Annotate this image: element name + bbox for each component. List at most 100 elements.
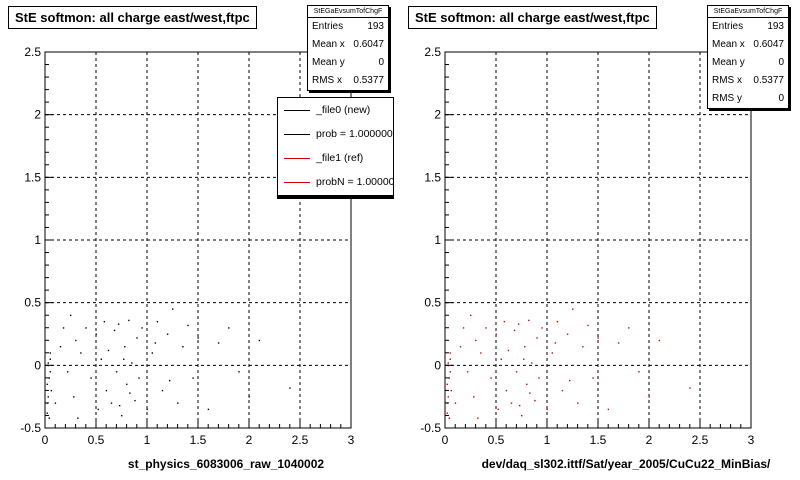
data-point — [517, 323, 520, 325]
data-point — [454, 402, 457, 404]
data-point — [123, 358, 125, 360]
right-stats-row: RMS x 0.5377 — [708, 72, 788, 90]
stats-value: 0.6047 — [353, 39, 384, 50]
y-tick-label: 2 — [434, 108, 441, 122]
data-point — [46, 383, 48, 386]
data-point — [462, 327, 465, 329]
left-stats-box: StEGaEvsumTofChgF Entries 193 Mean x 0.6… — [307, 5, 389, 91]
data-point — [77, 417, 79, 419]
x-tick-label: 1.5 — [590, 433, 607, 447]
x-tick-label: 1.5 — [190, 433, 207, 447]
data-point — [505, 389, 508, 392]
stats-label: RMS x — [312, 75, 342, 86]
data-point — [510, 402, 513, 404]
stats-value: 0.5377 — [753, 75, 784, 86]
stats-value: 0.6047 — [753, 39, 784, 50]
x-axis-label: dev/daq_sl302.ittf/Sat/year_2005/CuCu22_… — [482, 457, 771, 471]
legend-line-black — [284, 133, 310, 135]
data-point — [97, 408, 99, 411]
data-point — [534, 399, 536, 402]
y-tick-label: 0 — [34, 358, 41, 372]
data-point — [85, 327, 87, 329]
legend-line-red — [284, 181, 310, 183]
data-point — [582, 346, 584, 348]
y-tick-label: 2.5 — [424, 45, 441, 59]
legend-label: prob = 1.000000 — [316, 128, 393, 140]
data-point — [497, 408, 499, 411]
data-point — [289, 387, 291, 389]
right-panel-title: StE softmon: all charge east/west,ftpc — [408, 6, 657, 29]
data-point — [447, 362, 449, 364]
data-point — [248, 396, 250, 398]
data-point — [587, 324, 589, 327]
left-plot: 0 0.5 1 1.5 2 2.5 3-0.500.511.522.5st_physics_… — [20, 45, 354, 471]
data-point — [551, 352, 553, 354]
data-point — [49, 358, 51, 360]
data-point — [126, 383, 128, 386]
data-point — [447, 396, 449, 398]
data-point — [47, 362, 49, 364]
x-tick-label: 1 — [144, 433, 151, 447]
data-point — [475, 339, 477, 342]
right-stats-row: Mean y 0 — [708, 54, 788, 72]
data-point — [197, 337, 199, 339]
stats-value: 0.5377 — [353, 75, 384, 86]
y-tick-label: 0 — [434, 358, 441, 372]
left-stats-row: Mean y 0 — [308, 54, 388, 72]
left-stats-row: RMS x 0.5377 — [308, 72, 388, 90]
legend-label: _file0 (new) — [316, 104, 371, 116]
data-point — [113, 329, 116, 332]
data-point — [121, 414, 123, 417]
left-panel: 0 0.5 1 1.5 2 2.5 3 -0.5 0 0.5 1 1.5 2 2.5 st_physics_… — [8, 5, 394, 471]
data-point — [554, 342, 557, 344]
data-point — [477, 417, 479, 419]
data-point — [49, 352, 51, 354]
data-point — [617, 342, 620, 344]
stats-label: Mean y — [712, 57, 745, 68]
data-point — [449, 358, 451, 360]
data-point — [518, 404, 521, 407]
data-point — [168, 379, 171, 382]
data-point — [156, 320, 159, 323]
data-point — [48, 377, 50, 379]
right-stats-row: Entries 193 — [708, 18, 788, 36]
data-point — [528, 319, 530, 322]
x-axis-label: st_physics_6083006_raw_1040002 — [128, 457, 324, 471]
left-stats-title: StEGaEvsumTofChgF — [308, 6, 388, 18]
x-tick-label: 2.5 — [692, 433, 709, 447]
data-point — [450, 389, 453, 392]
stats-value: 193 — [767, 21, 784, 32]
left-panel-title: StE softmon: all charge east/west,ftpc — [8, 6, 257, 29]
right-stats-title: StEGaEvsumTofChgF — [708, 6, 788, 18]
y-tick-label: 1.5 — [424, 170, 441, 184]
data-point — [546, 408, 548, 411]
legend-entry: prob = 1.000000 — [278, 122, 393, 146]
data-point — [531, 362, 533, 364]
data-point — [658, 339, 661, 342]
data-point — [561, 389, 564, 392]
data-point — [689, 387, 691, 389]
data-point — [592, 377, 594, 379]
data-point — [521, 414, 523, 417]
data-point — [566, 333, 569, 335]
data-point — [577, 402, 579, 404]
data-point — [141, 327, 143, 329]
data-point — [124, 346, 126, 348]
data-point — [134, 399, 136, 402]
x-tick-label: 0 — [442, 433, 449, 447]
data-point — [161, 389, 164, 392]
data-point — [136, 337, 138, 339]
data-point — [100, 358, 102, 360]
data-point — [480, 352, 482, 354]
data-point — [95, 333, 97, 335]
y-tick-label: 1 — [434, 233, 441, 247]
data-point — [47, 396, 49, 398]
data-point — [459, 346, 462, 348]
stats-label: RMS x — [712, 75, 742, 86]
stats-label: RMS y — [712, 93, 742, 104]
y-tick-label: -0.5 — [20, 421, 41, 435]
data-point — [172, 308, 174, 310]
stats-value: 193 — [367, 21, 384, 32]
y-tick-label: 0.5 — [24, 296, 41, 310]
data-point — [449, 352, 451, 354]
